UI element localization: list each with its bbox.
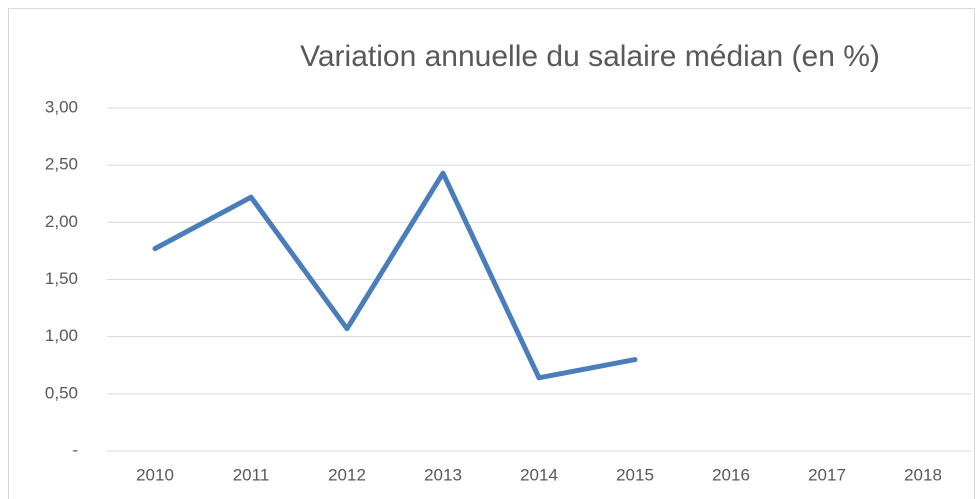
x-tick-label: 2017 [808,465,846,484]
x-tick-label: 2011 [233,465,270,484]
chart-title: Variation annuelle du salaire médian (en… [300,40,880,73]
x-tick-label: 2015 [616,465,654,484]
y-tick-label: 1,00 [45,326,78,345]
y-tick-label: 1,50 [45,269,78,288]
chart-border [8,8,975,499]
y-tick-label: 2,50 [45,155,78,174]
x-tick-label: 2016 [712,465,750,484]
x-tick-label: 2013 [424,465,462,484]
y-tick-label: 0,50 [45,383,78,402]
x-tick-label: 2018 [904,465,942,484]
x-tick-label: 2010 [136,465,174,484]
data-line [152,170,638,381]
y-tick-label: - [72,440,78,459]
y-tick-label: 2,00 [45,212,78,231]
x-tick-label: 2014 [520,465,558,484]
x-tick-label: 2012 [328,465,366,484]
y-tick-label: 3,00 [45,97,78,116]
